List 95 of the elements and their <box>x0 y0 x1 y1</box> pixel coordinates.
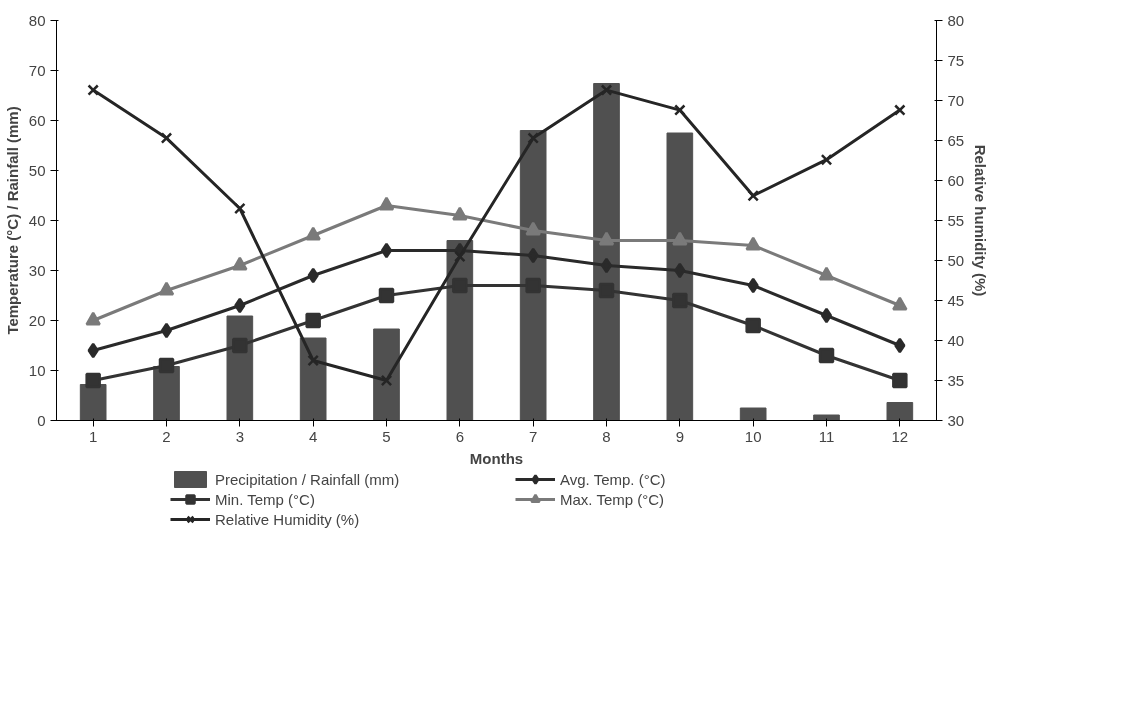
point <box>87 84 100 96</box>
point <box>747 277 759 294</box>
x-axis-title: Months <box>469 449 524 467</box>
point <box>527 132 540 144</box>
x-tick-label: 6 <box>455 427 465 445</box>
x-tick-label: 12 <box>891 427 909 445</box>
x-tick-label: 2 <box>162 427 171 445</box>
x-tick-label: 8 <box>602 427 611 445</box>
point <box>305 312 321 329</box>
point <box>745 236 761 251</box>
x-tick-label: 10 <box>744 427 762 445</box>
point <box>820 307 833 324</box>
bar <box>593 83 620 421</box>
x-tick-label: 4 <box>309 427 318 445</box>
point <box>232 337 248 354</box>
y-tick-label: 50 <box>28 161 46 179</box>
y-tick-label: 20 <box>28 311 46 329</box>
legend-label: Min. Temp (°C) <box>215 490 316 508</box>
legend-label: Precipitation / Rainfall (mm) <box>215 470 401 488</box>
point <box>747 189 760 202</box>
point <box>598 231 615 246</box>
y-tick-label: 80 <box>28 11 46 29</box>
point <box>525 277 541 294</box>
point <box>745 317 761 334</box>
y-tick-label: 60 <box>28 111 46 129</box>
y2-tick-label: 45 <box>947 291 965 309</box>
y2-tick-label: 65 <box>947 131 965 149</box>
point <box>820 153 833 166</box>
legend-label: Avg. Temp. (°C) <box>560 470 667 488</box>
point <box>85 372 101 389</box>
point <box>307 354 320 367</box>
point <box>234 297 246 314</box>
y2-tick-label: 60 <box>947 171 965 189</box>
point <box>378 287 395 304</box>
y-tick-label: 0 <box>37 411 46 429</box>
point <box>452 206 468 221</box>
y2-tick-label: 50 <box>947 251 965 269</box>
y-axis-title: Temperature (°C) / Rainfall (mm) <box>3 106 21 335</box>
y2-axis-title: Relative humidity (%) <box>972 144 990 297</box>
point <box>892 372 908 389</box>
bar <box>373 328 400 421</box>
bar <box>79 384 107 421</box>
y-tick-label: 40 <box>28 211 46 229</box>
x-tick-label: 3 <box>235 427 245 445</box>
x-tick-label: 1 <box>89 427 98 445</box>
y2-tick-label: 70 <box>947 91 965 109</box>
point <box>380 374 393 387</box>
point <box>378 196 395 211</box>
bar <box>666 132 694 421</box>
y2-tick-label: 35 <box>947 371 965 389</box>
y2-tick-label: 75 <box>947 51 965 69</box>
y-tick-label: 10 <box>28 361 46 379</box>
point <box>894 337 906 354</box>
point <box>158 357 175 374</box>
point <box>158 281 175 296</box>
point <box>160 322 173 339</box>
point <box>893 104 906 116</box>
point <box>525 221 541 236</box>
point <box>232 256 248 271</box>
y2-tick-label: 40 <box>947 331 965 349</box>
y2-tick-label: 80 <box>947 11 965 29</box>
point <box>160 132 173 144</box>
legend-label: Max. Temp (°C) <box>560 490 666 508</box>
legend-label: Relative Humidity (%) <box>215 510 361 528</box>
point <box>87 342 99 359</box>
point <box>452 277 468 294</box>
point <box>672 231 688 246</box>
bar <box>299 337 327 421</box>
point <box>85 311 101 326</box>
point <box>527 247 539 264</box>
point <box>674 262 686 279</box>
point <box>600 257 613 274</box>
point <box>892 296 908 311</box>
bar <box>886 402 914 421</box>
y-tick-label: 30 <box>28 261 46 279</box>
point <box>307 267 319 284</box>
bar <box>153 366 180 421</box>
y-tick-label: 70 <box>28 61 46 79</box>
x-tick-label: 7 <box>529 427 538 445</box>
x-tick-label: 9 <box>675 427 685 445</box>
point <box>598 282 615 299</box>
y2-tick-label: 30 <box>947 411 965 429</box>
x-tick-label: 11 <box>818 427 835 445</box>
y2-tick-label: 55 <box>947 211 965 229</box>
x-tick-label: 5 <box>382 427 391 445</box>
bar <box>739 407 767 421</box>
point <box>380 242 393 259</box>
point <box>818 347 835 364</box>
point <box>233 202 246 215</box>
point <box>818 266 835 281</box>
point <box>672 292 688 309</box>
point <box>305 226 321 241</box>
bar <box>813 414 840 421</box>
point <box>673 104 686 116</box>
point <box>600 84 613 96</box>
